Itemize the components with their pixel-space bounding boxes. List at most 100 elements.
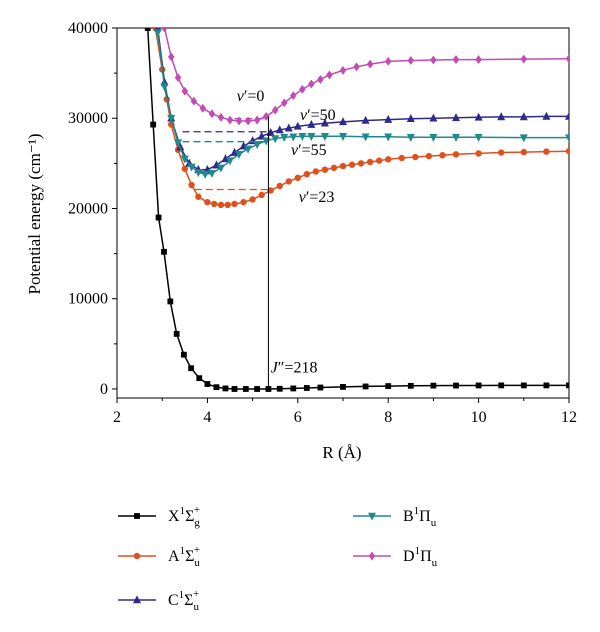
data-point — [271, 135, 280, 144]
data-point — [226, 115, 234, 125]
data-point — [425, 152, 433, 160]
data-point — [498, 149, 505, 156]
data-point — [267, 187, 274, 194]
data-point — [361, 133, 370, 142]
data-point — [289, 133, 298, 142]
legend-label: B1Πu — [403, 505, 437, 529]
data-point — [180, 351, 187, 358]
data-point — [412, 153, 419, 161]
data-point — [384, 56, 392, 66]
level-annotation: v′=55 — [291, 142, 327, 159]
vibrational-levels — [182, 116, 269, 389]
data-point — [213, 384, 220, 391]
legend-label: D1Πu — [403, 545, 438, 569]
data-point — [253, 141, 262, 150]
data-point — [173, 331, 180, 337]
series-2 — [153, 28, 569, 173]
level-annotation: v′=0 — [237, 88, 265, 105]
data-point — [326, 70, 333, 80]
data-point — [276, 182, 283, 190]
data-point — [231, 200, 238, 208]
data-point — [167, 298, 174, 305]
y-tick-label: 30000 — [68, 110, 108, 127]
data-point — [384, 114, 393, 123]
data-point — [299, 84, 306, 94]
data-point — [293, 121, 302, 130]
legend-item: A1Σu+ — [118, 544, 200, 569]
data-point — [222, 385, 229, 392]
data-point — [543, 148, 550, 155]
data-point — [375, 157, 383, 164]
data-point — [174, 139, 183, 148]
legend: X1Σg+ B1Πu A1Σu+ D1Πu C1Σu+ — [118, 504, 438, 613]
y-axis-title: Potential energy (cm⁻¹) — [25, 133, 44, 294]
series-4 — [161, 28, 569, 126]
x-tick-label: 4 — [203, 409, 211, 426]
data-point — [216, 164, 225, 173]
data-point — [258, 191, 265, 199]
data-point — [430, 382, 437, 389]
legend-marker — [133, 595, 141, 604]
series-line — [163, 28, 569, 122]
data-point — [196, 375, 203, 382]
data-point — [144, 28, 151, 31]
data-point — [195, 193, 202, 200]
plot-area-border — [116, 27, 570, 399]
data-point — [194, 169, 203, 178]
y-tick-label: 10000 — [68, 291, 108, 308]
data-point — [366, 158, 374, 166]
data-point — [242, 386, 249, 392]
data-point — [210, 200, 218, 208]
data-point — [565, 134, 569, 143]
data-point — [244, 145, 253, 154]
data-point — [271, 105, 279, 115]
data-point — [519, 112, 528, 121]
data-point — [406, 114, 415, 122]
data-point — [307, 132, 316, 141]
data-point — [275, 125, 284, 134]
legend-label: A1Σu+ — [168, 544, 200, 569]
data-point — [231, 386, 238, 392]
data-point — [167, 52, 175, 62]
data-point — [520, 382, 527, 389]
series-line — [146, 28, 569, 390]
data-point — [348, 161, 356, 168]
legend-marker — [368, 551, 376, 561]
data-point — [452, 133, 460, 142]
data-point — [235, 151, 244, 160]
y-tick-label: 20000 — [68, 200, 108, 217]
data-point — [452, 151, 460, 158]
series-line — [156, 28, 569, 171]
x-tick-label: 8 — [384, 409, 392, 426]
data-point — [226, 157, 234, 166]
data-point — [452, 113, 460, 122]
data-point — [155, 214, 162, 221]
data-point — [204, 381, 211, 387]
data-point — [321, 166, 329, 173]
data-point — [280, 98, 288, 108]
data-point — [217, 201, 225, 209]
data-point — [330, 164, 338, 172]
data-point — [520, 148, 527, 156]
data-point — [362, 383, 369, 390]
data-point — [180, 155, 189, 164]
data-point — [290, 385, 297, 392]
data-point — [303, 170, 311, 178]
data-point — [498, 382, 505, 389]
series-0 — [144, 28, 569, 392]
data-point — [452, 55, 460, 64]
data-point — [317, 384, 324, 391]
data-point — [439, 152, 446, 159]
data-point — [312, 168, 320, 175]
legend-item: D1Πu — [353, 545, 438, 569]
data-point — [430, 55, 437, 65]
data-point — [167, 114, 176, 123]
legend-item: X1Σg+ — [118, 504, 200, 529]
data-point — [474, 112, 483, 121]
legend-marker — [368, 512, 376, 521]
data-point — [160, 83, 169, 92]
data-point — [406, 133, 415, 142]
data-point — [339, 162, 347, 170]
data-point — [520, 54, 528, 64]
